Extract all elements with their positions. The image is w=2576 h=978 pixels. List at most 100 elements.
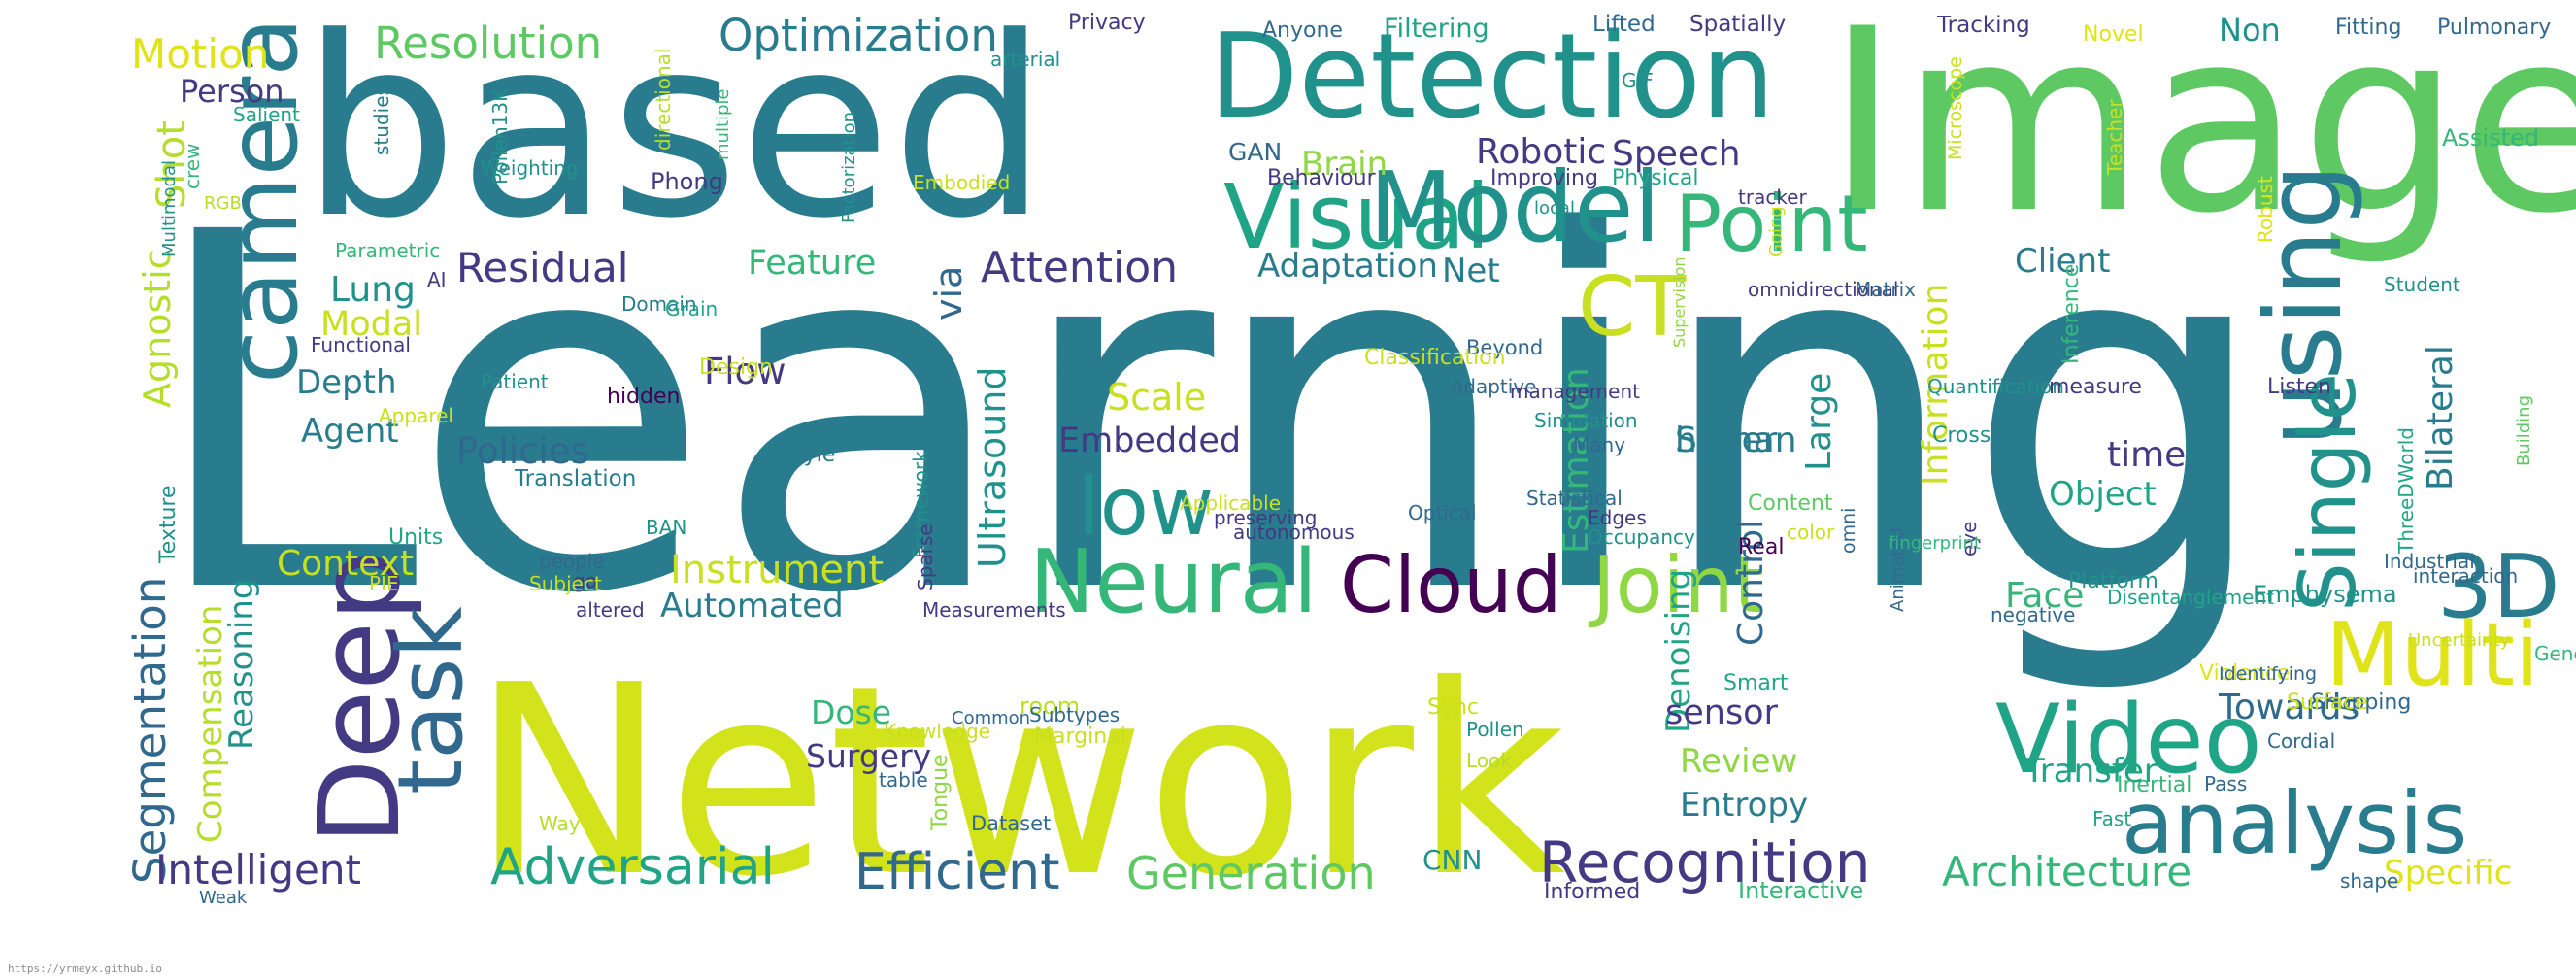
word-net: Net	[1442, 252, 1500, 290]
word-embedded: Embedded	[1058, 422, 1241, 460]
word-interaction: interaction	[2413, 564, 2518, 588]
word-person: Person	[180, 73, 284, 110]
word-adaptation: Adaptation	[1257, 247, 1438, 286]
word-uncertainty: Uncertainty	[2408, 630, 2511, 651]
word-violence: Violence	[2199, 661, 2290, 686]
word-super: Super	[1675, 421, 1778, 460]
word-reasoning: Reasoning	[222, 579, 261, 751]
word-omnidirectional: omnidirectional	[1748, 278, 1898, 301]
word-ai: AI	[427, 268, 447, 291]
word-3d: 3D	[2437, 536, 2560, 638]
word-bilateral: Bilateral	[2421, 345, 2460, 490]
word-shape: shape	[2340, 869, 2398, 893]
word-pulmonary: Pulmonary	[2437, 16, 2551, 40]
word-texture: Texture	[156, 485, 181, 564]
word-pie: PIE	[369, 572, 399, 595]
word-large: Large	[1799, 373, 1839, 471]
word-pass: Pass	[2204, 772, 2247, 795]
word-ban: BAN	[646, 516, 686, 539]
word-cloud: Cloud	[1340, 540, 1562, 630]
word-cross: Cross	[1932, 423, 1991, 448]
word-sparse: Sparse	[914, 523, 937, 590]
word-platform: Platform	[2068, 569, 2158, 593]
word-novel: Novel	[2083, 22, 2144, 47]
word-compensation: Compensation	[191, 605, 230, 843]
word-sensor: sensor	[1665, 693, 1779, 732]
word-patient: Patient	[481, 370, 549, 393]
word-functional: Functional	[311, 333, 411, 356]
word-eye: eye	[1957, 522, 1981, 556]
word-measure: measure	[2049, 375, 2142, 399]
word-studies: studies	[370, 85, 393, 155]
word-go: go	[573, 569, 597, 592]
word-fitting: Fitting	[2335, 16, 2401, 40]
word-client: Client	[2015, 242, 2110, 281]
word-multi: Multi	[2325, 604, 2539, 706]
word-crew: crew	[181, 144, 204, 189]
word-fingerprint: fingerprint	[1889, 533, 1981, 554]
word-phong: Phong	[651, 168, 723, 195]
word-flow: Flow	[704, 351, 786, 392]
word-factorization: Factorization	[839, 112, 859, 223]
word-agnostic: Agnostic	[136, 249, 179, 408]
word-knowledge: Knowledge	[884, 720, 990, 743]
word-cordial: Cordial	[2267, 729, 2335, 753]
word-classification: Classification	[1364, 346, 1506, 370]
word-marginal: Marginal	[1034, 725, 1126, 749]
word-architecture: Architecture	[1942, 848, 2191, 895]
word-transfer: Transfer	[2024, 752, 2158, 791]
word-privacy: Privacy	[1068, 11, 1146, 35]
word-translation: Translation	[514, 466, 636, 491]
word-look: Look	[1466, 749, 1512, 772]
word-entropy: Entropy	[1680, 786, 1808, 825]
word-surface: Surface	[2287, 691, 2368, 715]
word-occupancy: Occupancy	[1588, 525, 1695, 549]
word-altered: altered	[576, 598, 645, 622]
word-way: Way	[539, 812, 581, 835]
word-joint: Joint	[1588, 540, 1764, 630]
word-color: color	[1787, 521, 1835, 544]
word-matrix: Matrix	[1855, 278, 1916, 301]
footer-url: https://yrmeyx.github.io	[8, 962, 162, 975]
word-omni: omni	[1838, 508, 1859, 554]
word-lung: Lung	[330, 270, 416, 310]
word-speech: Speech	[1612, 134, 1741, 174]
word-inference: Inference	[2059, 264, 2084, 364]
word-threedworld: ThreeDWorld	[2394, 427, 2418, 555]
word-towards: Towards	[2218, 688, 2359, 727]
word-ct: CT	[1578, 259, 1687, 355]
word-anyone: Anyone	[1262, 18, 1343, 43]
word-adaptive: adaptive	[1452, 375, 1536, 398]
word-industrial: Industrial	[2384, 550, 2475, 573]
word-segmentation: Segmentation	[124, 577, 176, 884]
word-brain: Brain	[1301, 145, 1388, 184]
word-using: using	[2244, 163, 2365, 447]
word-local: local	[1534, 198, 1575, 219]
word-robust: Robust	[2254, 176, 2277, 243]
word-camera: camera	[206, 17, 319, 384]
word-analysis: analysis	[2122, 773, 2467, 873]
word-object: Object	[2049, 475, 2157, 514]
word-weighting: Weighting	[481, 156, 579, 180]
word-emphysema: Emphysema	[2253, 581, 2397, 608]
word-based: based	[301, 0, 1049, 273]
word-apparel: Apparel	[379, 404, 453, 427]
word-parametric: Parametric	[335, 239, 440, 262]
word-teacher: Teacher	[2103, 99, 2126, 176]
word-non: Non	[2219, 12, 2281, 49]
word-attention: Attention	[981, 243, 1178, 292]
word-context: Context	[277, 544, 414, 584]
word-content: Content	[1748, 491, 1833, 516]
word-room: room	[1020, 692, 1080, 720]
word-improving: Improving	[1490, 166, 1598, 190]
word-preserving: preserving	[1214, 506, 1318, 529]
word-rgb: RGB	[204, 193, 242, 214]
word-resolution: Resolution	[374, 17, 602, 69]
word-common: Common	[952, 708, 1030, 728]
word-domain: Domain	[621, 292, 697, 316]
word-efficient: Efficient	[854, 843, 1060, 901]
word-visual: Visual	[1223, 165, 1490, 269]
word-feature: Feature	[748, 244, 876, 283]
word-gan: GAN	[1228, 138, 1282, 166]
word-table: table	[879, 768, 928, 792]
